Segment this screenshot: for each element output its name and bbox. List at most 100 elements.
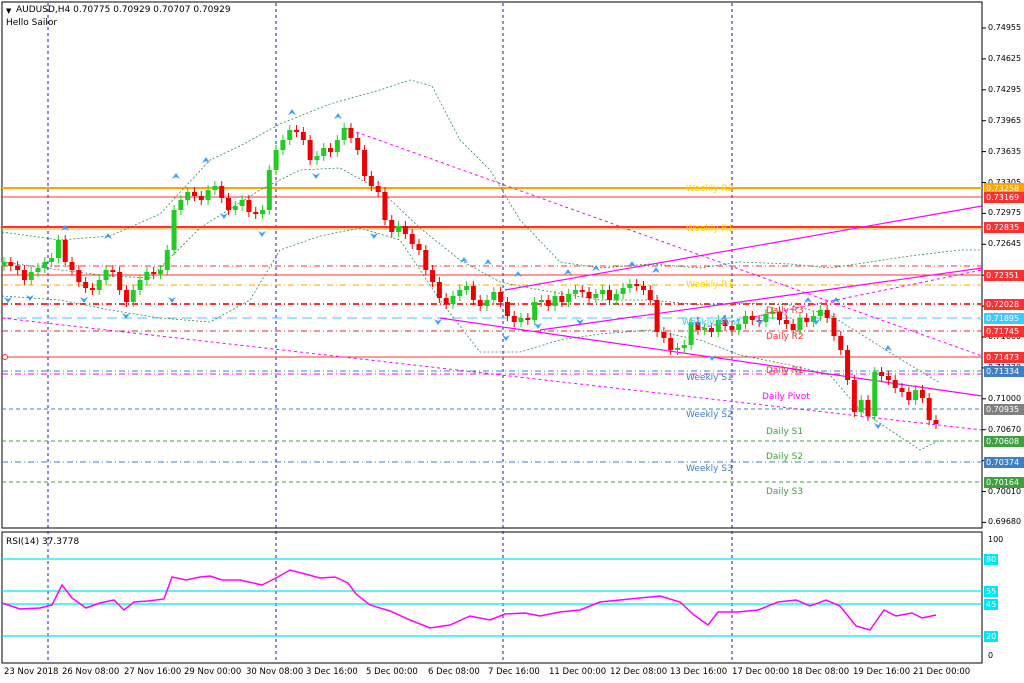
ea-name: Hello Sailor: [6, 18, 58, 28]
candle-body: [89, 288, 95, 290]
candle-body: [729, 326, 735, 330]
fractal-arrow-icon: [534, 323, 542, 329]
candle-body: [743, 316, 749, 324]
candle-body: [287, 130, 293, 140]
candle-body: [1, 262, 7, 266]
fractal-arrow-icon: [514, 271, 522, 277]
candle-body: [498, 292, 504, 302]
candle-body: [130, 290, 136, 302]
fractal-arrow-icon: [434, 319, 442, 325]
candle-body: [749, 316, 755, 320]
candle-body: [858, 400, 864, 412]
fractal-arrow-icon: [122, 313, 130, 319]
candle-body: [416, 244, 422, 250]
candle-body: [885, 376, 891, 380]
time-tick-label: 18 Dec 08:00: [792, 667, 850, 677]
time-tick-label: 27 Nov 16:00: [124, 667, 182, 677]
fractal-arrow-icon: [708, 355, 716, 361]
fractal-arrow-icon: [628, 261, 636, 267]
time-tick-label: 3 Dec 16:00: [306, 667, 358, 677]
candle-body: [8, 262, 14, 266]
candle-body: [110, 270, 116, 272]
price-level-tag: 0.72028: [984, 299, 1024, 310]
candle-body: [654, 300, 660, 332]
candle-body: [579, 290, 585, 292]
time-tick-label: 5 Dec 00:00: [366, 667, 418, 677]
candle-body: [811, 316, 817, 322]
candle-body: [355, 138, 361, 150]
candle-body: [674, 348, 680, 350]
time-tick-label: 26 Nov 08:00: [62, 667, 120, 677]
price-level-tag: 0.70935: [984, 404, 1024, 415]
candle-body: [28, 272, 34, 280]
candle-body: [375, 186, 381, 192]
candle-body: [382, 192, 388, 220]
rsi-levels: [2, 558, 982, 637]
candle-body: [709, 328, 715, 332]
time-tick-label: 6 Dec 08:00: [428, 667, 480, 677]
candle-body: [606, 290, 612, 300]
weekly-pivot-label: Weekly Pivot: [682, 318, 740, 328]
candle-body: [300, 132, 306, 140]
candle-body: [151, 272, 157, 274]
candle-body: [879, 372, 885, 376]
triangle-down-icon[interactable]: ▼: [6, 7, 12, 15]
candle-body: [899, 388, 905, 392]
time-tick-label: 21 Dec 00:00: [913, 667, 971, 677]
candle-body: [212, 186, 218, 190]
weekly-r2-label: Weekly R2: [686, 184, 734, 194]
fractal-arrows: [4, 109, 892, 429]
daily-r2-label: Daily R2: [766, 332, 804, 342]
candle-body: [144, 272, 150, 280]
candle-body: [504, 302, 510, 316]
candle-body: [260, 210, 266, 214]
candle-body: [913, 390, 919, 400]
candle-body: [15, 266, 21, 270]
rsi-axis-100: 100: [988, 535, 1004, 544]
candle-body: [198, 196, 204, 200]
fractal-arrow-icon: [804, 297, 812, 303]
rsi-line: [1, 569, 937, 631]
rsi-level-20: 20: [984, 631, 998, 642]
weekly-s2-label: Weekly S2: [686, 410, 733, 420]
candle-body: [239, 200, 245, 206]
fractal-arrow-icon: [220, 213, 228, 219]
price-level-tag: 0.70608: [984, 436, 1024, 447]
candle-body: [559, 296, 565, 302]
fractal-arrow-icon: [4, 297, 12, 303]
candle-body: [634, 284, 640, 286]
candle-body: [464, 286, 470, 290]
price-tick-label: 0.72645: [988, 239, 1022, 249]
candle-body: [532, 302, 538, 320]
day-separators: [47, 3, 733, 663]
candle-body: [865, 400, 871, 416]
time-tick-label: 13 Dec 16:00: [670, 667, 728, 677]
candlesticks: [1, 123, 939, 429]
candle-body: [348, 128, 354, 138]
bollinger-bands: [1, 79, 980, 451]
time-tick-label: 17 Dec 00:00: [732, 667, 790, 677]
candle-body: [294, 130, 300, 132]
candle-body: [640, 286, 646, 290]
candle-body: [225, 198, 231, 210]
candle-body: [838, 336, 844, 350]
fractal-arrow-icon: [202, 157, 210, 163]
candle-body: [450, 296, 456, 304]
price-tick-label: 0.73965: [988, 115, 1022, 125]
weekly-s1-label: Weekly S1: [686, 373, 733, 383]
candle-body: [362, 150, 368, 176]
weekly-s3-label: Weekly S3: [686, 464, 733, 474]
candle-body: [328, 148, 334, 152]
rsi-level-80: 80: [984, 554, 998, 565]
candle-body: [824, 310, 830, 318]
candle-body: [926, 398, 932, 420]
level-lines: [2, 187, 982, 483]
candle-body: [681, 345, 687, 348]
candle-body: [42, 262, 48, 268]
candle-body: [232, 206, 238, 210]
candle-body: [491, 292, 497, 300]
price-tick-label: 0.69680: [988, 517, 1022, 527]
daily-r1-label: Daily R1: [766, 366, 804, 376]
candle-body: [586, 292, 592, 298]
fractal-arrow-icon: [592, 265, 600, 271]
